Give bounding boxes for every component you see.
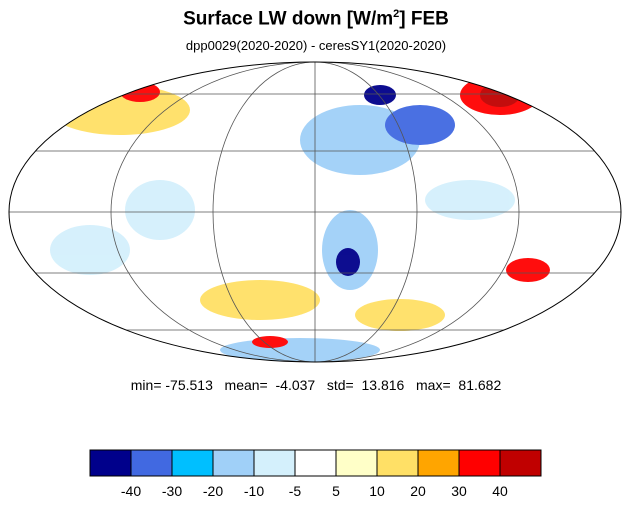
patch-tropical-pacific (125, 180, 195, 240)
patch-africa-deep (336, 248, 360, 276)
patch-australia-warm (506, 258, 550, 282)
colorbar-tick-label: 30 (451, 483, 467, 499)
patch-scandinavia-deep (364, 85, 396, 105)
colorbar-box (376, 449, 419, 477)
colorbar-box (212, 449, 255, 477)
colorbar-boxes (89, 449, 542, 477)
colorbar-tick-label: -10 (244, 483, 264, 499)
patch-indian-ocean (425, 180, 515, 220)
patch-south-pacific (50, 225, 130, 275)
colorbar-tick-label: 10 (369, 483, 385, 499)
title-text: Surface LW down [W/m (183, 8, 394, 30)
colorbar-box (89, 449, 132, 477)
colorbar-box (130, 449, 173, 477)
colorbar-tick-label: -30 (162, 483, 182, 499)
colorbar-tick-label: -5 (289, 483, 302, 499)
colorbar-tick-label: 5 (332, 483, 340, 499)
colorbar-labels: -40 -30 -20 -10 -5 5 10 20 30 40 (121, 483, 508, 499)
meridian-inner (212, 62, 418, 362)
colorbar-box (458, 449, 501, 477)
colorbar-box (294, 449, 337, 477)
global-map (8, 61, 622, 363)
colorbar-box (253, 449, 296, 477)
plot-title: Surface LW down [W/m2] FEB (0, 8, 632, 30)
patch-southern-indian-warm (355, 299, 445, 331)
statistics-line: min= -75.513 mean= -4.037 std= 13.816 ma… (130, 377, 502, 393)
globe-outline (8, 61, 622, 363)
colorbar-tick-label: -20 (203, 483, 223, 499)
patch-south-atlantic-warm (200, 280, 320, 320)
colorbar-box (335, 449, 378, 477)
title-superscript: 2 (393, 8, 400, 20)
colorbar-box (417, 449, 460, 477)
colorbar-tick-label: 20 (410, 483, 426, 499)
colorbar-box (499, 449, 542, 477)
colorbar-tick-label: 40 (492, 483, 508, 499)
meridian-outer (110, 62, 520, 362)
colorbar-box (171, 449, 214, 477)
plot-subtitle: dpp0029(2020-2020) - ceresSY1(2020-2020) (185, 38, 447, 53)
title-suffix: ] FEB (399, 8, 449, 30)
colorbar-tick-label: -40 (121, 483, 141, 499)
